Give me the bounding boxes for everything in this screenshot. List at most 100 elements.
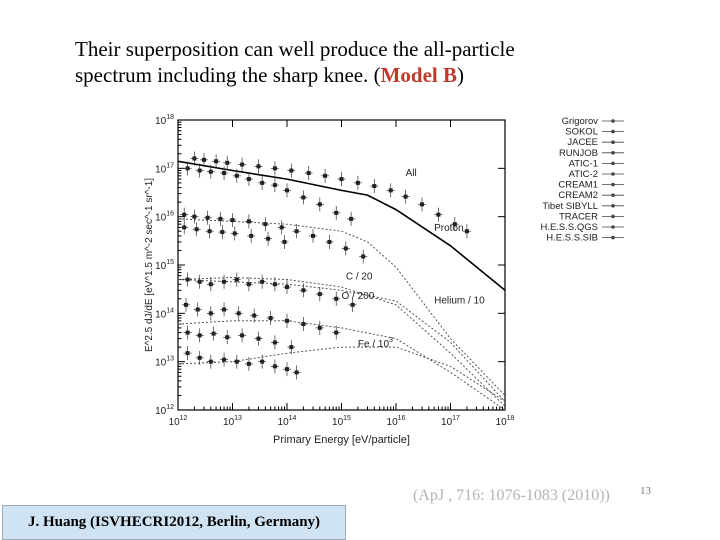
y-tick-label: 1012 bbox=[155, 404, 174, 417]
data-point bbox=[317, 292, 322, 297]
spectrum-plot: 1012 1013 1014 1015 1016 1017 1018 1012 1013 1014… bbox=[140, 110, 630, 460]
data-point bbox=[289, 168, 294, 173]
data-point bbox=[208, 169, 213, 174]
data-point bbox=[272, 340, 277, 345]
y-axis-label: E^2.5 dJ/dE [eV^1.5 m^-2 sec^-1 sr^-1] bbox=[144, 178, 155, 352]
data-point bbox=[225, 335, 230, 340]
data-point bbox=[185, 330, 190, 335]
curve-label: All bbox=[406, 168, 417, 179]
x-tick-label: 1012 bbox=[169, 415, 188, 428]
data-point bbox=[225, 160, 230, 165]
data-point bbox=[205, 215, 210, 220]
data-point bbox=[372, 184, 377, 189]
data-point bbox=[208, 311, 213, 316]
headline-line-2-suffix: ) bbox=[457, 63, 464, 87]
curve-label: Fe / 103 bbox=[358, 337, 393, 350]
model-curve-1 bbox=[177, 218, 506, 396]
data-point bbox=[301, 195, 306, 200]
data-point bbox=[272, 364, 277, 369]
data-point bbox=[282, 239, 287, 244]
data-point bbox=[294, 370, 299, 375]
data-point bbox=[311, 233, 316, 238]
legend-marker bbox=[611, 151, 615, 155]
data-point bbox=[220, 230, 225, 235]
data-point bbox=[222, 279, 227, 284]
model-curve-3 bbox=[177, 320, 506, 411]
x-tick-label: 1013 bbox=[223, 415, 242, 428]
legend-entry-label: H.E.S.S.QGS bbox=[540, 222, 598, 233]
legend-marker bbox=[611, 119, 615, 123]
data-point bbox=[403, 194, 408, 199]
headline-line-2: spectrum including the sharp knee. (Mode… bbox=[75, 62, 675, 88]
data-point bbox=[301, 288, 306, 293]
y-tick-label: 1014 bbox=[155, 307, 174, 320]
data-point bbox=[436, 212, 441, 217]
data-point bbox=[306, 171, 311, 176]
legend-entry-label: H.E.S.S.SIB bbox=[546, 233, 598, 244]
footer-author-box: J. Huang (ISVHECRI2012, Berlin, Germany) bbox=[2, 505, 346, 540]
data-point bbox=[185, 277, 190, 282]
legend-marker bbox=[611, 193, 615, 197]
data-point bbox=[301, 322, 306, 327]
data-point bbox=[192, 214, 197, 219]
data-point bbox=[182, 225, 187, 230]
data-point bbox=[222, 307, 227, 312]
data-point bbox=[260, 359, 265, 364]
legend-marker bbox=[611, 129, 615, 134]
data-point bbox=[183, 302, 188, 307]
data-point bbox=[294, 229, 299, 234]
data-point bbox=[339, 177, 344, 182]
data-point bbox=[260, 279, 265, 284]
spectrum-chart-svg: 1012 1013 1014 1015 1016 1017 1018 1012 1013 1014… bbox=[144, 114, 624, 446]
slide-headline: Their superposition can well produce the… bbox=[75, 36, 675, 88]
data-point bbox=[214, 159, 219, 164]
x-tick-label: 1018 bbox=[496, 415, 515, 428]
legend-entry-label: RUNJOB bbox=[559, 148, 598, 159]
model-curve-0 bbox=[177, 160, 506, 291]
data-point bbox=[268, 316, 273, 321]
data-point bbox=[349, 216, 354, 221]
data-point bbox=[343, 246, 348, 251]
y-tick-label: 1015 bbox=[155, 259, 174, 272]
data-point bbox=[285, 285, 289, 290]
data-point bbox=[361, 254, 366, 259]
data-point bbox=[252, 313, 257, 318]
data-point bbox=[263, 222, 268, 227]
data-point bbox=[266, 236, 271, 241]
data-point bbox=[246, 282, 251, 287]
data-point bbox=[232, 231, 237, 236]
data-point bbox=[185, 166, 190, 171]
data-point bbox=[317, 325, 322, 330]
data-point bbox=[279, 225, 284, 230]
data-point bbox=[420, 202, 425, 207]
data-point bbox=[197, 355, 202, 360]
data-point bbox=[285, 188, 289, 193]
data-point bbox=[256, 336, 261, 341]
legend-entry-label: TRACER bbox=[559, 211, 598, 222]
data-point bbox=[208, 282, 213, 287]
legend-entry-label: ATIC-1 bbox=[569, 158, 598, 169]
data-point bbox=[222, 357, 227, 362]
legend-entry-label: Grigorov bbox=[562, 116, 599, 127]
data-point bbox=[350, 302, 355, 307]
legend-marker bbox=[611, 140, 615, 144]
legend-entry-label: JACEE bbox=[567, 137, 598, 148]
x-tick-label: 1017 bbox=[441, 415, 460, 428]
data-point bbox=[211, 331, 216, 336]
legend-marker bbox=[611, 172, 615, 176]
data-point bbox=[202, 157, 207, 162]
data-point bbox=[249, 233, 254, 238]
model-label: Model B bbox=[380, 63, 457, 87]
curve-label: Helium / 10 bbox=[434, 295, 485, 306]
curve-label: O / 200 bbox=[342, 291, 375, 302]
footer-text: J. Huang (ISVHECRI2012, Berlin, Germany) bbox=[27, 514, 321, 530]
data-point bbox=[236, 311, 241, 316]
data-point bbox=[208, 359, 213, 364]
data-point bbox=[323, 173, 328, 178]
data-point bbox=[272, 282, 277, 287]
data-point bbox=[234, 359, 239, 364]
data-point bbox=[246, 177, 251, 182]
y-tick-label: 1017 bbox=[155, 162, 174, 175]
data-point bbox=[194, 227, 199, 232]
data-point bbox=[185, 351, 190, 356]
